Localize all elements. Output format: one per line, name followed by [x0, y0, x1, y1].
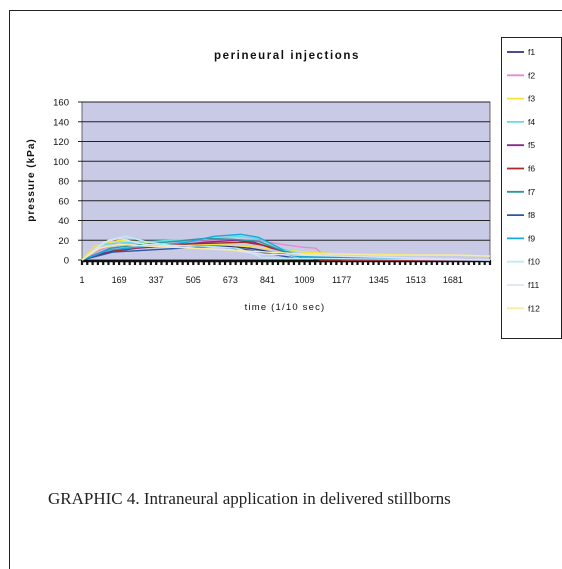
legend-label-f3: f3 — [528, 94, 535, 104]
legend-label-f4: f4 — [528, 117, 535, 127]
x-tick-label: 1177 — [332, 275, 351, 285]
x-tick-label: 673 — [223, 275, 238, 285]
legend-label-f9: f9 — [528, 233, 535, 243]
x-tick-label: 505 — [186, 275, 201, 285]
x-tick-label: 1345 — [369, 275, 389, 285]
x-tick-label: 1681 — [443, 275, 463, 285]
legend-label-f2: f2 — [528, 70, 535, 80]
legend-label-f6: f6 — [528, 164, 535, 174]
series-line-f11 — [81, 237, 491, 261]
y-tick-label: 40 — [58, 216, 69, 227]
legend-label-f8: f8 — [528, 210, 535, 220]
y-tick-label: 80 — [58, 177, 69, 188]
plot-area: 0 20 40 60 80 100 120 140 160 1 169 337 505 673 841 100… — [53, 98, 492, 285]
y-tick-label: 140 — [53, 117, 69, 128]
legend-box — [501, 37, 562, 339]
legend-label-f7: f7 — [528, 187, 535, 197]
y-tick-label: 120 — [53, 137, 69, 148]
x-tick-label: 1 — [79, 275, 84, 285]
y-tick-label: 100 — [53, 157, 69, 168]
legend-label-f11: f11 — [528, 280, 539, 290]
y-tick-label: 160 — [53, 98, 69, 109]
y-axis-label: pressure (kPa) — [26, 138, 37, 221]
series-line-f9 — [81, 233, 491, 261]
y-tick-label: 20 — [58, 236, 69, 247]
legend-label-f12: f12 — [528, 303, 540, 313]
x-tick-label: 169 — [112, 275, 127, 285]
legend-label-f5: f5 — [528, 140, 535, 150]
x-tick-label: 841 — [260, 275, 275, 285]
x-axis-label: time (1/10 sec) — [245, 302, 326, 313]
y-tick-label: 60 — [58, 196, 69, 207]
legend-label-f10: f10 — [528, 257, 540, 267]
y-tick-label: 0 — [64, 256, 69, 267]
x-tick-label: 1009 — [295, 275, 315, 285]
chart-title: perineural injections — [214, 50, 360, 62]
x-tick-label: 337 — [149, 275, 164, 285]
figure-caption: GRAPHIC 4. Intraneural application in de… — [48, 489, 451, 508]
x-tick-label: 1513 — [406, 275, 426, 285]
series-line-f12 — [81, 243, 491, 261]
legend: f1 f2 f3 f4 f5 f6 f7 f8 f9 f10 f11 f12 — [501, 37, 562, 339]
legend-label-f1: f1 — [528, 47, 535, 57]
